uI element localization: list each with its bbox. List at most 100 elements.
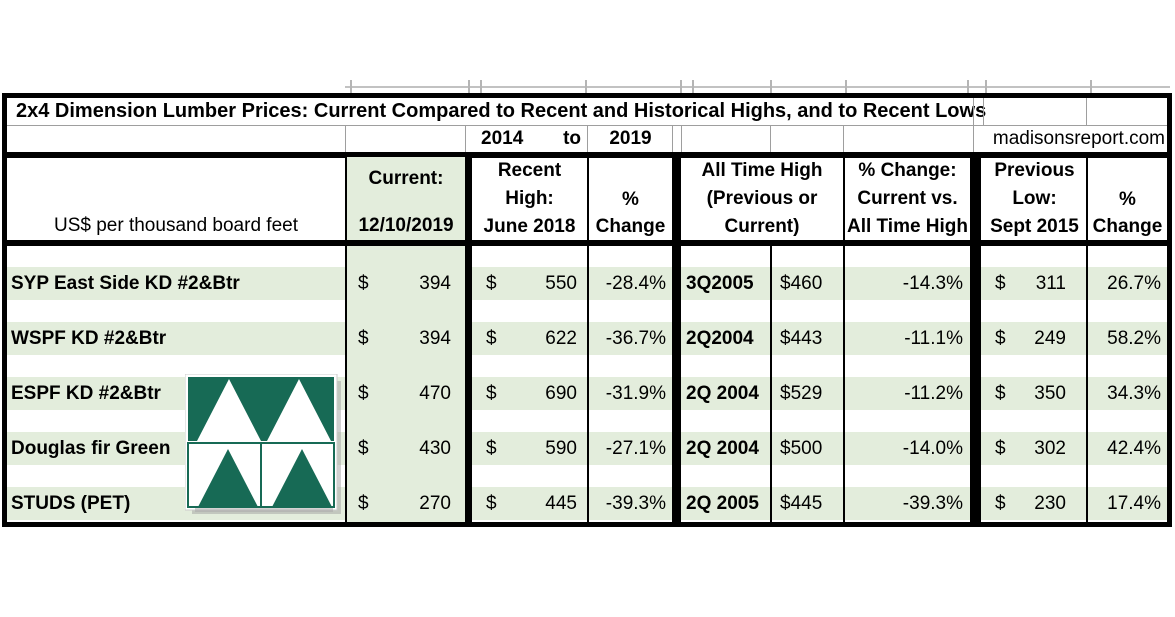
previous-low-cell: $249 <box>983 322 1084 355</box>
ath-pct-change: -11.2% <box>904 383 963 404</box>
recent-high-price: 590 <box>545 438 577 459</box>
ath-quarter: 2Q 2005 <box>686 493 759 514</box>
product-name: Douglas fir Green <box>11 438 171 459</box>
previous-low-price: 350 <box>1034 383 1066 404</box>
dollar-sign: $ <box>358 328 369 349</box>
gridline <box>973 126 974 152</box>
current-price-cell: $394 <box>347 322 465 355</box>
previous-low-cell: $311 <box>983 267 1084 300</box>
thick-column-border <box>465 157 472 522</box>
price-table: 2x4 Dimension Lumber Prices: Current Com… <box>2 93 1172 527</box>
dollar-sign: $ <box>358 383 369 404</box>
header-all-time-high: All Time High (Previous or Current) <box>681 157 843 240</box>
recent-high-price: 550 <box>545 273 577 294</box>
thick-divider <box>7 240 1167 246</box>
header-recent-high-line2: High: <box>505 187 554 209</box>
header-prevlow-line3: Sept 2015 <box>990 215 1079 237</box>
year-from: 2014 <box>481 128 524 149</box>
column-border <box>843 157 845 522</box>
header-recent-high-line1: Recent <box>497 160 562 182</box>
low-pct-change: 42.4% <box>1107 438 1161 459</box>
site-url: madisonsreport.com <box>992 128 1165 149</box>
ath-price: $443 <box>780 328 823 349</box>
header-pct2-line2: Change <box>1092 216 1163 237</box>
current-price-cell: $430 <box>347 432 465 465</box>
thick-column-border <box>970 157 981 522</box>
header-current-line2: 12/10/2019 <box>358 215 454 236</box>
header-current-line1: Current: <box>368 168 444 189</box>
ath-price: $445 <box>780 493 823 514</box>
current-price: 430 <box>419 438 451 459</box>
gridline <box>587 126 588 152</box>
recent-high-cell: $445 <box>472 487 585 520</box>
recent-high-cell: $622 <box>472 322 585 355</box>
cropped-gridline-remnant <box>345 86 1170 88</box>
cropped-gridline-remnant <box>692 80 694 93</box>
column-border <box>1086 157 1088 522</box>
recent-high-price: 690 <box>545 383 577 404</box>
header-pct-change-ath: % Change: Current vs. All Time High <box>845 157 970 240</box>
gridline <box>7 125 1167 126</box>
gridline <box>973 98 974 125</box>
recent-pct-change: -27.1% <box>605 438 666 459</box>
dollar-sign: $ <box>486 493 497 514</box>
madisons-triangles-logo-icon <box>185 374 341 514</box>
header-ath-line1: All Time High <box>701 160 823 182</box>
cropped-gridline-remnant <box>1090 80 1092 93</box>
cropped-gridline-remnant <box>845 80 847 93</box>
units-label: US$ per thousand board feet <box>53 215 298 236</box>
table-row: SYP East Side KD #2&Btr $394 $550 -28.4%… <box>7 267 1167 300</box>
dollar-sign: $ <box>486 383 497 404</box>
cropped-gridline-remnant <box>350 80 352 93</box>
year-to: 2019 <box>609 128 652 149</box>
cropped-gridline-remnant <box>480 80 482 93</box>
table-title: 2x4 Dimension Lumber Prices: Current Com… <box>16 100 987 122</box>
dollar-sign: $ <box>486 438 497 459</box>
previous-low-cell: $302 <box>983 432 1084 465</box>
current-header-bg <box>347 157 465 240</box>
header-pct-change-low: % Change <box>1088 157 1167 240</box>
previous-low-cell: $230 <box>983 487 1084 520</box>
ath-price: $529 <box>780 383 823 404</box>
recent-pct-change: -39.3% <box>605 493 666 514</box>
cropped-gridline-remnant <box>985 80 987 93</box>
previous-low-cell: $350 <box>983 377 1084 410</box>
recent-high-cell: $590 <box>472 432 585 465</box>
dollar-sign: $ <box>995 328 1006 349</box>
product-name: STUDS (PET) <box>11 493 131 514</box>
column-border <box>587 157 589 522</box>
low-pct-change: 26.7% <box>1107 273 1161 294</box>
product-name: SYP East Side KD #2&Btr <box>11 273 240 294</box>
gridline <box>843 126 844 152</box>
header-ath-line3: Current) <box>724 215 800 237</box>
dollar-sign: $ <box>995 273 1006 294</box>
recent-high-price: 622 <box>545 328 577 349</box>
current-price: 394 <box>419 273 451 294</box>
header-pct-change-recent: % Change <box>589 157 672 240</box>
dollar-sign: $ <box>995 438 1006 459</box>
current-price-cell: $470 <box>347 377 465 410</box>
cropped-gridline-remnant <box>585 80 587 93</box>
thick-divider <box>7 152 1167 158</box>
ath-pct-change: -14.0% <box>902 438 963 459</box>
cropped-gridline-remnant <box>680 80 682 93</box>
dollar-sign: $ <box>486 273 497 294</box>
ath-pct-change: -39.3% <box>902 493 963 514</box>
year-range-cell: 2014 to <box>472 126 587 152</box>
cropped-gridline-remnant <box>967 80 969 93</box>
current-price: 470 <box>419 383 451 404</box>
header-pct2-line1: % <box>1119 189 1136 210</box>
ath-quarter: 2Q 2004 <box>686 383 759 404</box>
dollar-sign: $ <box>995 383 1006 404</box>
previous-low-price: 230 <box>1034 493 1066 514</box>
ath-quarter: 2Q 2004 <box>686 438 759 459</box>
column-border <box>345 157 347 522</box>
table-row: Douglas fir Green $430 $590 -27.1% 2Q 20… <box>7 432 1167 465</box>
product-name: WSPF KD #2&Btr <box>11 328 167 349</box>
cropped-gridline-remnant <box>468 80 470 93</box>
header-previous-low: Previous Low: Sept 2015 <box>983 157 1086 240</box>
recent-pct-change: -28.4% <box>605 273 666 294</box>
header-recent-high: Recent High: June 2018 <box>472 157 587 240</box>
header-ath-line2: (Previous or <box>706 187 818 209</box>
